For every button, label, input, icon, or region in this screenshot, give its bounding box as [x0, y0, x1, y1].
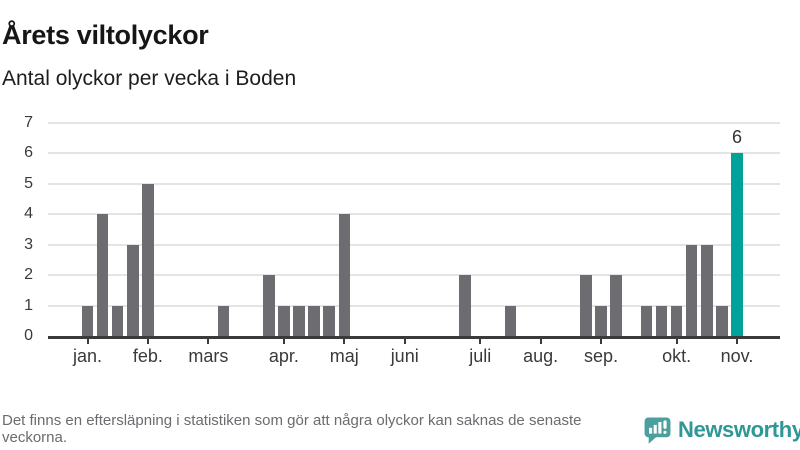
x-tick-nov — [736, 338, 738, 344]
y-tick-label: 6 — [24, 144, 33, 162]
bar-week-38 — [640, 305, 653, 336]
x-axis-line — [48, 336, 780, 339]
y-tick-label: 2 — [24, 266, 33, 284]
x-tick-label: mars — [188, 346, 229, 366]
chart-subtitle: Antal olyckor per vecka i Boden — [2, 67, 297, 90]
bar-week-43 — [716, 305, 728, 336]
bar-week-42 — [701, 244, 713, 336]
x-tick-label: juni — [390, 346, 419, 366]
y-tick-label: 1 — [24, 296, 33, 314]
x-tick-label: sep. — [584, 346, 619, 366]
x-tick-label: jan. — [72, 346, 103, 366]
bar-week-16 — [308, 305, 320, 336]
bar-week-3 — [111, 305, 124, 336]
gridline-y-6 — [48, 152, 780, 155]
newsworthy-logo-icon — [644, 417, 671, 444]
x-tick-apr — [282, 338, 285, 344]
bar-week-17 — [323, 305, 335, 336]
bar-week-26 — [459, 275, 471, 336]
x-tick-sep — [600, 338, 603, 344]
newsworthy-wordmark: Newsworthy — [678, 417, 800, 442]
gridline-y-5 — [48, 182, 780, 185]
x-tick-label: nov. — [720, 346, 754, 366]
bar-week-2 — [96, 214, 109, 336]
x-tick-maj — [343, 338, 346, 344]
bar-week-14 — [278, 305, 290, 336]
bar-week-4 — [127, 244, 139, 336]
y-tick-label: 4 — [24, 205, 33, 223]
bar-week-36 — [610, 275, 622, 336]
bar-week-29 — [504, 305, 517, 336]
x-tick-label: feb. — [132, 346, 163, 366]
y-tick-label: 7 — [24, 113, 33, 131]
x-tick-aug — [539, 338, 542, 344]
x-tick-label: okt. — [662, 346, 692, 366]
x-tick-feb — [146, 338, 149, 344]
bar-week-34 — [580, 275, 592, 336]
gridline-y-4 — [48, 213, 780, 216]
x-tick-okt — [675, 338, 678, 344]
bar-chart: 0 1 2 3 4 5 6 7 jan. feb. mars apr. maj juni juli aug. s… — [24, 113, 780, 366]
bar-value-label: 6 — [731, 127, 743, 148]
gridline-y-2 — [48, 274, 780, 277]
gridline-y-3 — [48, 243, 780, 246]
gridline-y-7 — [48, 121, 780, 124]
x-tick-mars — [207, 338, 210, 344]
x-tick-label: apr. — [268, 346, 299, 366]
newsworthy-logo: Newsworthy — [643, 415, 800, 445]
bar-week-41 — [685, 244, 698, 336]
x-tick-label: juli — [469, 346, 492, 366]
x-tick-label: maj — [329, 346, 359, 366]
bar-week-1 — [81, 305, 94, 336]
bar-week-40 — [670, 305, 683, 336]
x-tick-label: aug. — [523, 346, 559, 366]
x-tick-juli — [479, 338, 482, 344]
highlight-bar-week-44 — [731, 153, 743, 336]
bar-week-35 — [595, 305, 607, 336]
y-tick-label: 3 — [24, 235, 33, 253]
footnote: Det finns en eftersläpning i statistiken… — [2, 412, 582, 446]
x-tick-jan — [86, 338, 89, 344]
bar-week-13 — [263, 275, 275, 336]
x-tick-juni — [403, 338, 406, 344]
gridline-y-1 — [48, 304, 780, 307]
bar-week-18 — [338, 214, 351, 336]
chart-title: Årets viltolyckor — [2, 20, 209, 51]
bar-week-5 — [142, 183, 154, 336]
bar-week-10 — [217, 305, 230, 336]
y-tick-label: 5 — [24, 174, 33, 192]
bar-week-39 — [655, 305, 668, 336]
y-tick-label: 0 — [24, 327, 33, 344]
bar-week-15 — [293, 305, 305, 336]
